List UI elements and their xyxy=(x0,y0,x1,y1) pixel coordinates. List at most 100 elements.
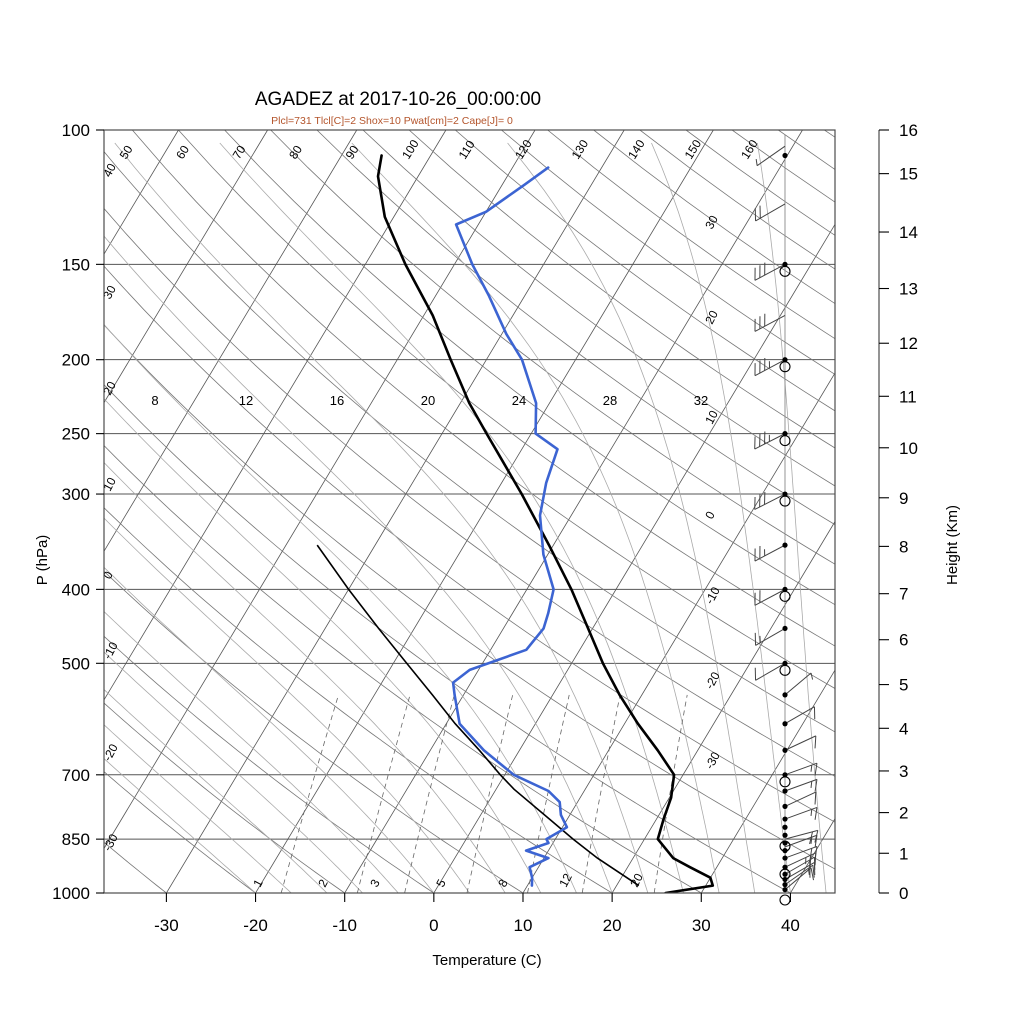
sounding-traces xyxy=(316,154,715,893)
chart-title: AGADEZ at 2017-10-26_00:00:00 xyxy=(255,89,541,110)
level-marker-filled xyxy=(782,772,788,778)
temperature-tick-label: 40 xyxy=(781,916,800,935)
wind-barb xyxy=(754,627,786,646)
pressure-tick-label: 500 xyxy=(62,654,90,673)
height-tick-label: 0 xyxy=(899,884,908,903)
pressure-tick-label: 200 xyxy=(62,351,90,370)
mixing-ratio-label: 12 xyxy=(556,871,575,890)
temperature-axis: -30 -20 -10 0 10 20 30 40 xyxy=(154,893,800,935)
level-marker-filled xyxy=(782,864,788,870)
height-tick-label: 11 xyxy=(899,387,917,406)
isotherm-label-right: 30 xyxy=(702,213,721,232)
level-marker-open xyxy=(779,868,791,880)
level-marker-filled xyxy=(782,431,788,437)
pressure-tick-label: 700 xyxy=(62,766,90,785)
level-marker-filled xyxy=(782,855,788,861)
wind-barb xyxy=(754,313,786,332)
isotherm-label-left: 20 xyxy=(100,379,119,398)
temperature-tick-label: 30 xyxy=(692,916,711,935)
level-marker-filled xyxy=(782,152,788,159)
height-tick-label: 4 xyxy=(899,719,908,738)
wind-barb xyxy=(784,791,817,807)
temperature-tick-label: 10 xyxy=(514,916,533,935)
wind-barb xyxy=(754,491,786,510)
height-tick-label: 7 xyxy=(899,585,908,604)
mixing-ratio-label: 20 xyxy=(627,871,646,890)
level-marker-filled xyxy=(782,824,788,830)
height-tick-label: 12 xyxy=(899,334,918,353)
wind-barb xyxy=(784,845,818,861)
moist-adiabat-label: 16 xyxy=(330,393,344,408)
isotherm-label-left: 10 xyxy=(100,475,119,494)
wind-barb xyxy=(754,588,786,606)
wind-barb xyxy=(754,357,786,377)
pressure-tick-label: 400 xyxy=(62,580,90,599)
parcel-trace xyxy=(316,544,640,887)
level-marker-filled xyxy=(782,887,788,893)
pressure-tick-label: 100 xyxy=(62,121,90,140)
temperature-tick-label: 20 xyxy=(603,916,622,935)
height-tick-label: 10 xyxy=(899,439,918,458)
pressure-tick-label: 150 xyxy=(62,255,90,274)
dewpoint-trace xyxy=(451,166,569,887)
isotherm-label-left: 30 xyxy=(100,283,119,302)
level-marker-filled xyxy=(782,871,788,877)
height-tick-label: 8 xyxy=(899,537,908,556)
height-tick-label: 16 xyxy=(899,121,918,140)
isotherm-label-right: 20 xyxy=(702,308,721,327)
level-marker-filled xyxy=(782,692,788,698)
level-marker-open xyxy=(779,840,791,852)
pressure-axis: 100 150 200 250 300 400 500 700 850 1000 xyxy=(52,121,104,903)
height-tick-label: 13 xyxy=(899,280,918,299)
moist-adiabat-label: 24 xyxy=(512,393,526,408)
level-marker-open xyxy=(779,894,791,906)
level-marker-filled xyxy=(782,542,788,548)
level-marker-filled xyxy=(782,803,788,809)
pressure-tick-label: 300 xyxy=(62,485,90,504)
moist-adiabat-label: 28 xyxy=(603,393,617,408)
level-marker-open xyxy=(779,361,791,373)
moist-adiabat-label: 32 xyxy=(694,393,708,408)
isotherm-label-left: 40 xyxy=(100,161,119,180)
temperature-tick-label: -20 xyxy=(243,916,268,935)
moist-adiabat-label: 12 xyxy=(239,393,253,408)
level-marker-filled xyxy=(782,660,788,666)
moist-adiabat-label: 8 xyxy=(151,393,158,408)
wind-barb-column xyxy=(754,135,819,906)
height-tick-label: 1 xyxy=(899,844,908,863)
wind-barb xyxy=(784,735,817,751)
chart-subtitle: Plcl=731 Tlcl[C]=2 Shox=10 Pwat[cm]=2 Ca… xyxy=(271,115,513,127)
pressure-tick-label: 1000 xyxy=(52,884,90,903)
level-marker-open xyxy=(779,664,791,676)
wind-barb xyxy=(784,778,818,792)
wind-barb xyxy=(784,672,814,696)
level-marker-open xyxy=(779,435,791,447)
plot-frame xyxy=(103,129,836,894)
height-tick-label: 15 xyxy=(899,165,918,184)
level-marker-filled xyxy=(782,788,788,794)
height-tick-label: 14 xyxy=(899,223,918,242)
level-marker-filled xyxy=(782,625,788,632)
wind-barb xyxy=(784,829,819,845)
wind-barb xyxy=(784,806,818,820)
pressure-tick-label: 850 xyxy=(62,830,90,849)
temperature-tick-label: 0 xyxy=(429,916,438,935)
level-marker-filled xyxy=(782,357,788,363)
height-tick-label: 6 xyxy=(899,631,908,650)
level-marker-filled xyxy=(782,747,788,753)
wind-barb xyxy=(754,662,786,681)
level-marker-filled xyxy=(782,586,788,592)
isotherm-label-right: 10 xyxy=(702,408,721,427)
wind-barb xyxy=(784,706,816,725)
level-marker-filled xyxy=(782,816,788,822)
temperature-tick-label: -30 xyxy=(154,916,179,935)
height-tick-label: 2 xyxy=(899,804,908,823)
level-marker-filled xyxy=(782,491,788,497)
level-marker-open xyxy=(779,495,791,507)
pressure-tick-label: 250 xyxy=(62,425,90,444)
level-marker-filled xyxy=(782,832,788,838)
